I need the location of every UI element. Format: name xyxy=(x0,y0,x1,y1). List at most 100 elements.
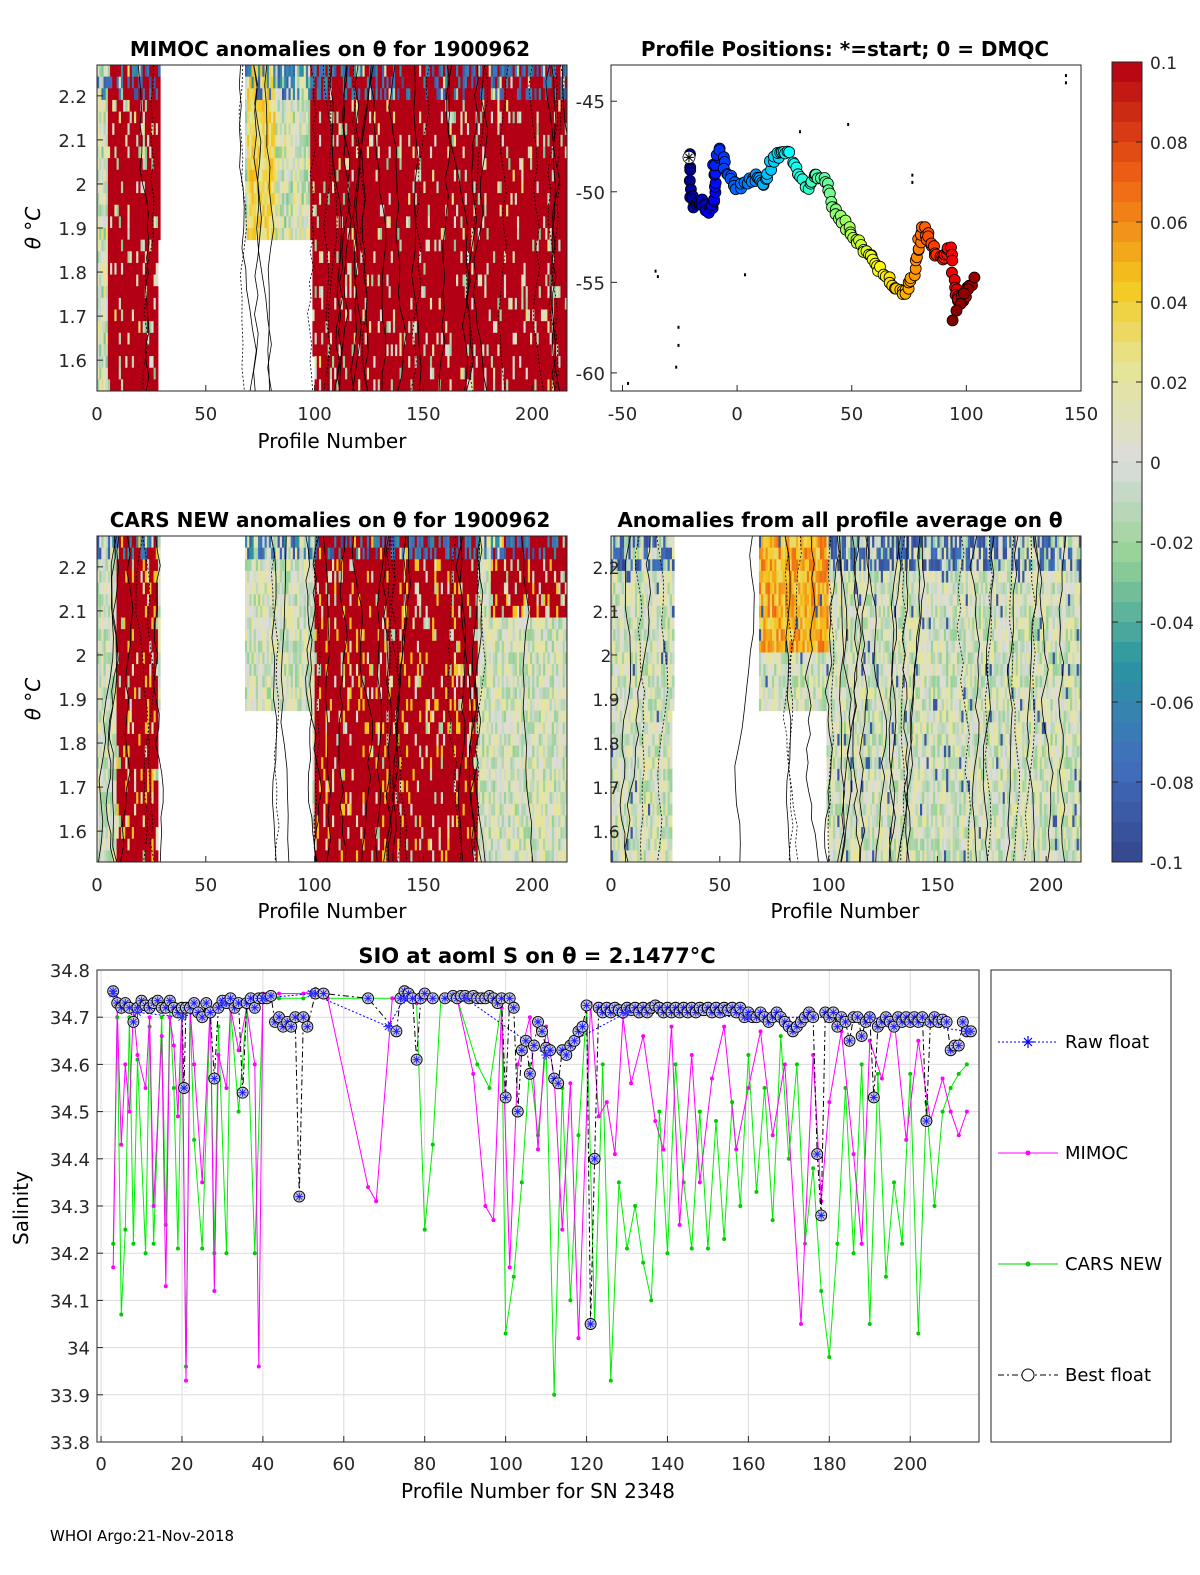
heatmap-cell xyxy=(419,76,422,89)
heatmap-cell xyxy=(138,274,142,287)
heatmap-cell xyxy=(327,239,331,252)
heatmap-cell xyxy=(553,134,557,147)
heatmap-cell xyxy=(536,321,540,334)
heatmap-cell xyxy=(273,146,276,159)
heatmap-cell xyxy=(101,169,105,182)
heatmap-cell xyxy=(493,216,496,229)
heatmap-cell xyxy=(116,204,120,217)
heatmap-cell xyxy=(538,99,542,113)
heatmap-cell xyxy=(549,379,553,391)
heatmap-cell xyxy=(251,76,255,89)
heatmap-cell xyxy=(101,379,105,391)
heatmap-cell xyxy=(464,65,468,78)
heatmap-cell xyxy=(562,344,566,357)
mimoc-panel: MIMOC anomalies on θ for 1900962 0 50 100 1… xyxy=(21,37,568,453)
heatmap-cell xyxy=(114,65,118,78)
heatmap-cell xyxy=(101,111,105,124)
heatmap-cell xyxy=(408,99,411,113)
heatmap-cell xyxy=(97,547,100,560)
heatmap-cell xyxy=(99,181,102,194)
heatmap-cell xyxy=(482,332,485,345)
heatmap-cell xyxy=(401,76,405,89)
heatmap-cell xyxy=(469,158,472,171)
heatmap-cell xyxy=(107,274,111,287)
heatmap-cell xyxy=(140,321,144,334)
heatmap-cell xyxy=(414,204,418,217)
heatmap-cell xyxy=(556,204,559,217)
heatmap-cell xyxy=(469,216,472,229)
heatmap-cell xyxy=(277,65,281,78)
heatmap-cell xyxy=(384,274,387,287)
heatmap-cell xyxy=(332,123,335,136)
heatmap-cell xyxy=(427,309,431,322)
heatmap-cell xyxy=(375,111,379,124)
heatmap-cell xyxy=(97,780,100,793)
heatmap-cell xyxy=(325,286,329,299)
heatmap-cell xyxy=(123,158,126,171)
heatmap-cell xyxy=(292,88,296,101)
heatmap-cell xyxy=(138,344,142,357)
heatmap-cell xyxy=(399,158,403,171)
heatmap-cell xyxy=(456,158,459,171)
heatmap-cell xyxy=(538,216,542,229)
heatmap-cell xyxy=(416,367,420,380)
heatmap-cell xyxy=(386,65,390,78)
start-star-icon xyxy=(683,152,694,163)
heatmap-cell xyxy=(453,158,457,171)
heatmap-cell xyxy=(484,146,487,159)
heatmap-cell xyxy=(410,251,414,264)
heatmap-cell xyxy=(286,76,289,89)
heatmap-cell xyxy=(451,356,455,369)
heatmap-cell xyxy=(419,158,422,171)
heatmap-cell xyxy=(397,123,400,136)
heatmap-cell xyxy=(442,367,446,380)
heatmap-cell xyxy=(462,99,466,113)
y-tick-label: 2 xyxy=(76,175,87,196)
heatmap-cell xyxy=(260,204,263,217)
heatmap-cell xyxy=(371,239,374,252)
heatmap-cell xyxy=(484,297,487,310)
heatmap-cell xyxy=(123,332,126,345)
heatmap-cell xyxy=(440,309,444,322)
heatmap-cell xyxy=(105,332,109,345)
heatmap-cell xyxy=(436,169,440,182)
heatmap-cell xyxy=(125,286,128,299)
heatmap-cell xyxy=(442,204,446,217)
heatmap-cell xyxy=(493,181,496,194)
heatmap-cell xyxy=(268,111,272,124)
heatmap-cell xyxy=(366,181,370,194)
heatmap-cell xyxy=(314,158,318,171)
heatmap-cell xyxy=(495,309,498,322)
heatmap-cell xyxy=(103,111,107,124)
heatmap-cell xyxy=(262,228,266,241)
heatmap-cell xyxy=(503,274,507,287)
heatmap-cell xyxy=(516,99,520,113)
heatmap-cell xyxy=(414,216,418,229)
heatmap-cell xyxy=(512,262,516,276)
heatmap-cell xyxy=(323,344,326,357)
heatmap-cell xyxy=(562,367,566,380)
heatmap-cell xyxy=(469,123,472,136)
heatmap-cell xyxy=(512,99,516,113)
heatmap-cell xyxy=(508,367,511,380)
heatmap-cell xyxy=(277,204,281,217)
heatmap-cell xyxy=(499,111,503,124)
heatmap-cell xyxy=(488,111,492,124)
heatmap-cell xyxy=(136,379,139,391)
heatmap-cell xyxy=(447,228,450,241)
heatmap-cell xyxy=(101,134,105,147)
heatmap-cell xyxy=(525,193,529,206)
heatmap-cell xyxy=(453,228,457,241)
heatmap-cell xyxy=(388,251,392,264)
heatmap-cell xyxy=(497,321,501,334)
heatmap-cell xyxy=(466,193,470,206)
heatmap-cell xyxy=(279,99,283,113)
heatmap-cell xyxy=(558,356,561,369)
heatmap-cell xyxy=(118,123,122,136)
heatmap-cell xyxy=(490,321,494,334)
heatmap-cell xyxy=(360,332,363,345)
heatmap-cell xyxy=(405,321,409,334)
heatmap-cell xyxy=(268,204,272,217)
heatmap-cell xyxy=(125,274,128,287)
heatmap-cell xyxy=(453,65,457,78)
